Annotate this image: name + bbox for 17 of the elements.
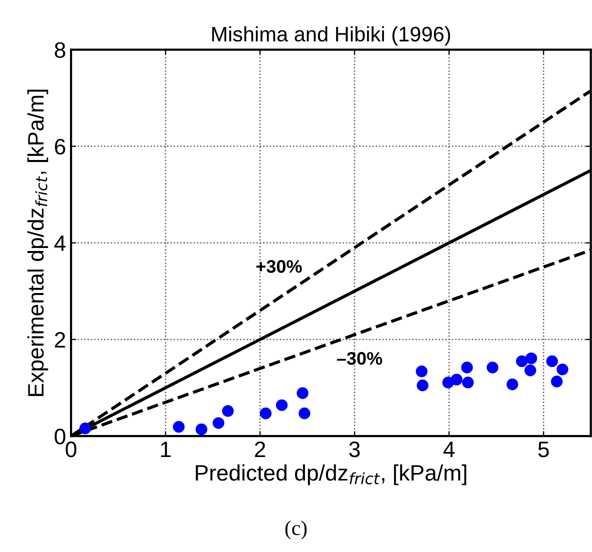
y-tick-label: 2	[54, 332, 66, 348]
y-tick-label: 6	[54, 138, 66, 155]
x-axis-title: Predicted dp/dz$_{frict}$, [kPa/m]	[196, 464, 466, 486]
x-tick-label: 4	[443, 442, 455, 458]
y-tick-label: 0	[54, 428, 66, 444]
chart-title: Mishima and Hibiki (1996)	[212, 26, 450, 46]
y-axis-title: Experimental dp/dz$_{frict}$, [kPa/m]	[27, 90, 48, 396]
x-tick-label: 3	[349, 442, 360, 458]
y-tick-label: 8	[54, 42, 66, 58]
x-tick-label: 2	[254, 442, 266, 458]
x-tick-label: 1	[161, 442, 171, 458]
x-tick-label: 5	[538, 442, 549, 458]
x-tick-label: 0	[66, 442, 76, 458]
y-tick-label: 4	[54, 236, 66, 251]
annotation: +30%	[256, 260, 302, 273]
text: (c)	[285, 520, 307, 540]
annotation: –30%	[336, 352, 382, 365]
